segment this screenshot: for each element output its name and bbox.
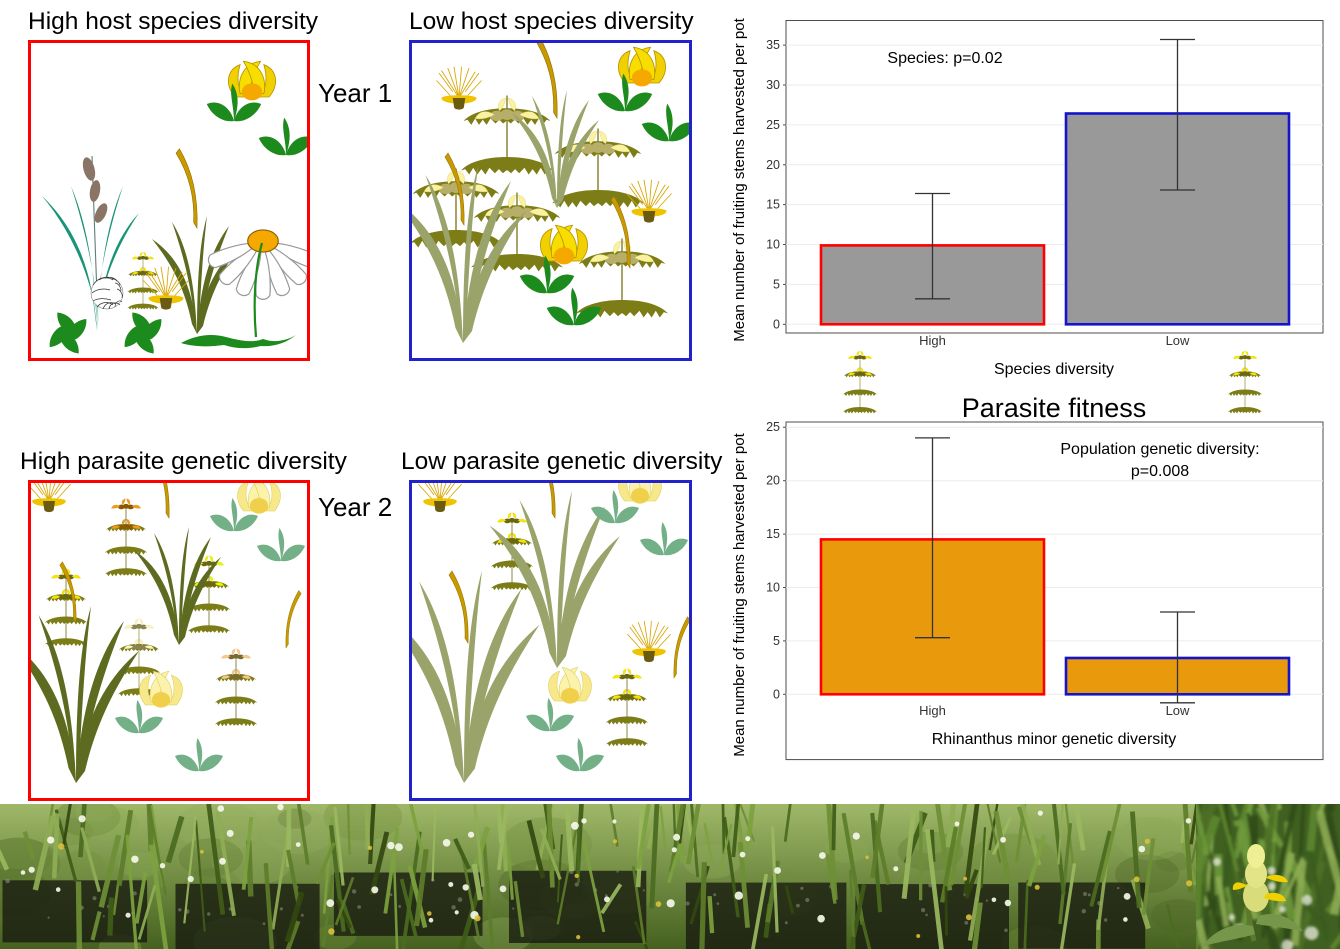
svg-text:0: 0 [773,687,780,701]
svg-text:Mean number of fruiting stems: Mean number of fruiting stems harvested … [731,17,748,341]
svg-text:Mean number of fruiting stems: Mean number of fruiting stems harvested … [731,432,748,756]
svg-text:25: 25 [766,420,780,434]
svg-text:25: 25 [766,118,780,132]
svg-text:High: High [919,333,946,348]
svg-text:Species diversity: Species diversity [994,361,1114,378]
svg-text:20: 20 [766,158,780,172]
svg-text:Low: Low [1166,703,1190,718]
svg-text:Parasite fitness: Parasite fitness [962,393,1147,423]
svg-text:35: 35 [766,38,780,52]
svg-text:Low: Low [1166,333,1190,348]
svg-text:10: 10 [766,581,780,595]
svg-text:0: 0 [773,317,780,331]
svg-text:20: 20 [766,474,780,488]
svg-text:5: 5 [773,634,780,648]
svg-text:15: 15 [766,198,780,212]
svg-text:p=0.008: p=0.008 [1131,463,1189,480]
svg-text:Species: p=0.02: Species: p=0.02 [887,50,1002,67]
svg-text:5: 5 [773,277,780,291]
svg-text:High: High [919,703,946,718]
svg-text:Population genetic diversity:: Population genetic diversity: [1060,441,1259,458]
svg-text:30: 30 [766,78,780,92]
svg-text:15: 15 [766,527,780,541]
svg-text:Rhinanthus minor genetic diver: Rhinanthus minor genetic diversity [932,731,1177,748]
svg-text:10: 10 [766,238,780,252]
